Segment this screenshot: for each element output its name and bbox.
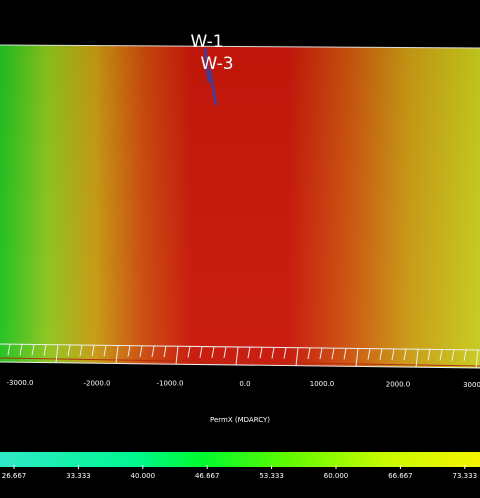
ruler-tick (367, 348, 371, 360)
ruler-line (0, 361, 480, 369)
well-label: W-3 (200, 54, 233, 74)
ruler-tick (79, 344, 83, 357)
ruler-tick (391, 348, 395, 361)
axis-tick-label: -1000.0 (156, 380, 183, 388)
colorbar-tick-label: 46.667 (195, 472, 220, 480)
ruler-tick (67, 344, 71, 356)
ruler-tick (91, 345, 95, 357)
colorbar-tick-label: 66.667 (388, 472, 413, 480)
ruler-tick (199, 346, 203, 358)
ruler-tick (259, 347, 263, 359)
axis-tick-label: 0.0 (239, 380, 250, 388)
ruler-tick (331, 348, 335, 360)
colorbar-tick-label: 26.667 (2, 472, 27, 480)
ruler-tick (163, 346, 167, 358)
axis-labels: -3000.0 -2000.0 -1000.0 0.0 1000.0 2000.0 3000 (6, 379, 480, 389)
ruler-tick (403, 349, 407, 361)
wells: W-1 W-3 (190, 32, 234, 106)
ruler-tick (379, 348, 383, 360)
axis-tick-label: 2000.0 (386, 381, 411, 389)
ruler-tick (307, 347, 311, 359)
ruler-tick (463, 349, 467, 361)
well-label: W-1 (190, 32, 223, 52)
ruler-tick (415, 349, 419, 368)
ruler-line (0, 343, 480, 351)
ruler-tick (439, 349, 443, 361)
ruler-tick (175, 346, 179, 365)
colorbar-tick-label: 53.333 (259, 472, 284, 480)
axis-tick-label: 1000.0 (310, 380, 335, 388)
ruler-tick (31, 344, 35, 356)
ruler-tick (151, 345, 155, 358)
ruler-tick (19, 344, 23, 356)
colorbar (0, 452, 480, 467)
slab-shade (0, 45, 480, 368)
colorbar-tick-label: 40.000 (131, 472, 156, 480)
axis-tick-label: -3000.0 (6, 379, 33, 387)
ruler-tick (115, 345, 119, 364)
ruler (0, 343, 480, 369)
ruler-tick (475, 349, 479, 369)
ruler-tick (139, 345, 143, 357)
axis-tick-label: 3000 (463, 381, 480, 389)
ruler-tick (247, 347, 251, 359)
ruler-tick (211, 346, 215, 358)
ruler-tick (235, 346, 239, 366)
ruler-tick (355, 348, 359, 367)
ruler-tick (319, 347, 323, 360)
colorbar-ticks: 26.667 33.333 40.000 46.667 53.333 60.000 66.6… (2, 465, 477, 480)
ruler-tick (283, 347, 287, 359)
ruler-tick (187, 346, 191, 358)
ruler-tick (451, 349, 455, 361)
ruler-line (0, 357, 480, 367)
colorbar-tick-label: 33.333 (66, 472, 91, 480)
slab-edge (0, 44, 480, 49)
ruler-tick (343, 348, 347, 360)
ruler-tick (271, 347, 275, 359)
ruler-tick (103, 345, 107, 357)
ruler-tick (43, 344, 47, 356)
ruler-tick (295, 347, 299, 366)
ruler-tick (7, 344, 11, 356)
well-path (208, 69, 218, 106)
ruler-tick (127, 345, 131, 357)
colorbar-tick-label: 60.000 (324, 472, 349, 480)
axis-tick-label: -2000.0 (83, 379, 110, 387)
colorbar-title: PermX (MDARCY) (210, 416, 270, 424)
ruler-tick (223, 346, 227, 358)
colorbar-tick-label: 73.333 (453, 472, 478, 480)
ruler-tick (427, 349, 431, 361)
well-path (203, 47, 211, 83)
ruler-tick (55, 344, 59, 363)
